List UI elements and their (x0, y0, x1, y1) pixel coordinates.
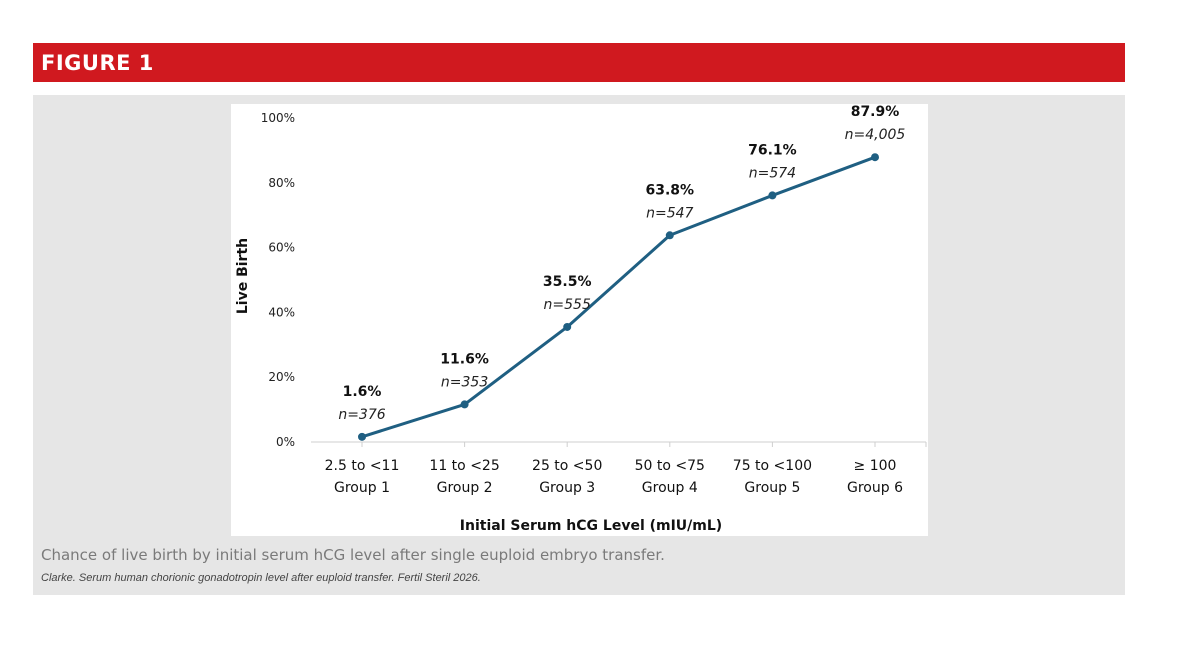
x-tick-label-group: Group 2 (437, 480, 493, 496)
data-label-n: n=574 (749, 165, 796, 181)
figure-title: FIGURE 1 (41, 51, 154, 75)
x-tick-label-range: 2.5 to <11 (325, 458, 400, 474)
y-tick-label: 80% (268, 176, 295, 190)
x-axis-title: Initial Serum hCG Level (mIU/mL) (460, 518, 722, 534)
data-label-value: 11.6% (440, 351, 489, 367)
x-tick-label-group: Group 6 (847, 480, 903, 496)
y-tick-label: 20% (268, 370, 295, 384)
x-tick-label-range: 75 to <100 (733, 458, 812, 474)
y-tick-label: 40% (268, 305, 295, 319)
y-axis-title: Live Birth (235, 238, 251, 314)
data-label-n: n=4,005 (845, 127, 906, 143)
x-tick-label-group: Group 1 (334, 480, 390, 496)
x-tick-label-group: Group 3 (539, 480, 595, 496)
data-point (460, 400, 469, 409)
x-tick-label-group: Group 4 (642, 480, 698, 496)
data-label-value: 76.1% (748, 142, 797, 158)
data-point (768, 191, 777, 200)
figure-panel: 0% 20% 40% 60% 80% 100% 2.5 to <11 Group 1 11 to… (33, 95, 1125, 595)
y-tick-label: 100% (261, 111, 295, 125)
line-chart: 0% 20% 40% 60% 80% 100% 2.5 to <11 Group 1 11 to… (235, 104, 927, 534)
x-tick-label-group: Group 5 (744, 480, 800, 496)
data-point (358, 432, 366, 441)
x-tick-label-range: 11 to <25 (429, 458, 499, 474)
series-line (361, 155, 876, 439)
x-tick-label-range: ≥ 100 (854, 458, 897, 474)
data-label-value: 63.8% (646, 182, 695, 198)
figure-banner: FIGURE 1 (33, 43, 1125, 82)
data-label-n: n=376 (338, 407, 385, 423)
figure-citation: Clarke. Serum human chorionic gonadotrop… (41, 572, 481, 584)
data-point (665, 231, 674, 240)
x-tick-label-range: 25 to <50 (532, 458, 602, 474)
chart-container: 0% 20% 40% 60% 80% 100% 2.5 to <11 Group 1 11 to… (231, 104, 928, 536)
y-tick-label: 0% (276, 435, 295, 449)
data-label-value: 87.9% (851, 104, 900, 120)
x-tick-label-range: 50 to <75 (635, 458, 705, 474)
data-label-n: n=555 (544, 297, 591, 313)
data-label-n: n=353 (441, 374, 488, 390)
data-point (871, 153, 879, 162)
data-label-value: 1.6% (343, 384, 382, 400)
figure-caption: Chance of live birth by initial serum hC… (41, 546, 665, 564)
data-label-value: 35.5% (543, 274, 592, 290)
data-point (563, 322, 572, 331)
data-label-n: n=547 (646, 205, 693, 221)
y-tick-label: 60% (268, 241, 295, 255)
